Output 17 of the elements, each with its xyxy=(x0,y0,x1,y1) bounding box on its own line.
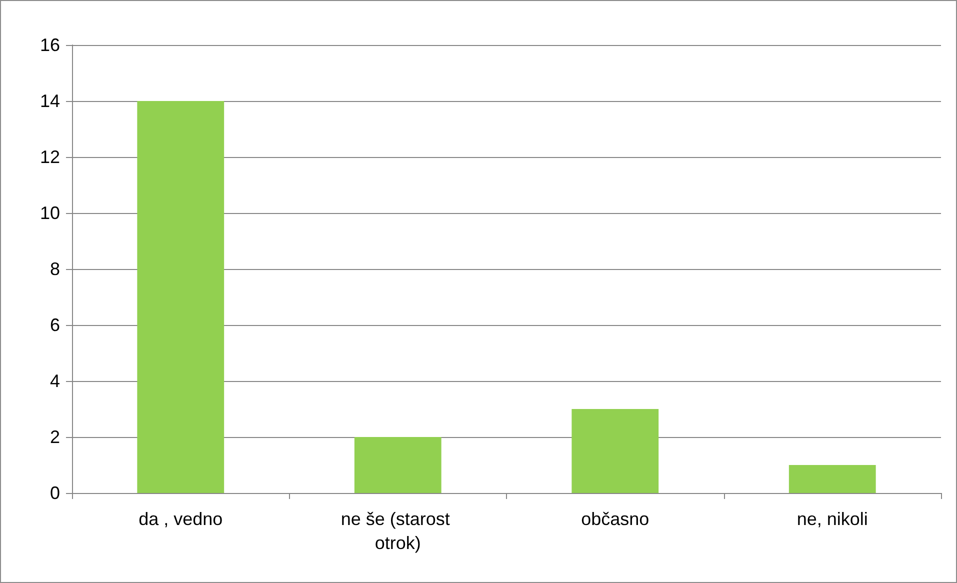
y-tick-label: 2 xyxy=(50,427,60,447)
y-tick-label: 8 xyxy=(50,259,60,279)
x-tick-label: da , vedno xyxy=(138,509,223,529)
bar xyxy=(354,437,442,493)
y-tick-label: 0 xyxy=(50,483,60,503)
x-tick-label: ne, nikoli xyxy=(796,509,868,529)
x-tick-label: ne še (starost otrok) xyxy=(340,509,455,553)
y-tick-label: 14 xyxy=(40,91,60,111)
y-tick-label: 6 xyxy=(50,315,60,335)
x-tick-label: občasno xyxy=(581,509,650,529)
bar xyxy=(137,101,224,493)
bar xyxy=(788,465,876,493)
y-tick-label: 16 xyxy=(40,35,60,55)
bar xyxy=(572,409,659,493)
y-tick-label: 10 xyxy=(40,203,60,223)
y-tick-label: 12 xyxy=(40,147,60,167)
y-tick-label: 4 xyxy=(50,371,60,391)
